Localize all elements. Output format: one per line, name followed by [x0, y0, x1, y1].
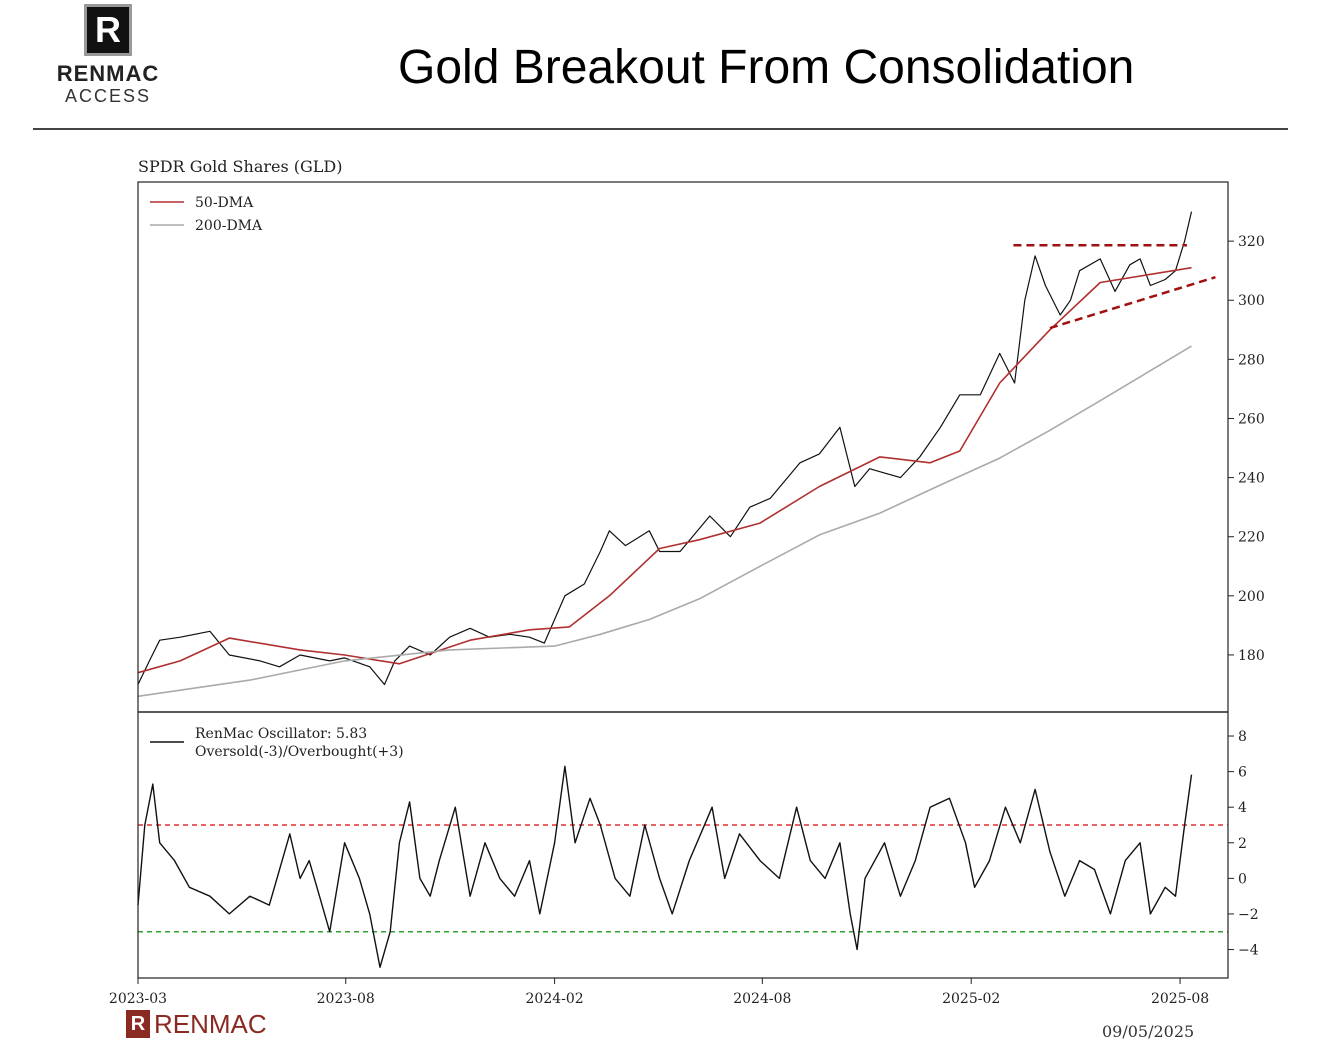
y-tick-label: 300 — [1238, 293, 1265, 309]
plot-frame — [137, 181, 1229, 979]
y-tick-label: 240 — [1238, 471, 1265, 487]
legend-oscillator: RenMac Oscillator: 5.83 — [195, 726, 367, 742]
footer-renmac-logo: R RENMAC — [126, 1010, 267, 1038]
y-tick-label: −2 — [1238, 907, 1259, 923]
legend-200dma: 200-DMA — [195, 218, 263, 234]
x-tick-label: 2025-02 — [942, 991, 1000, 1007]
x-tick-label: 2023-08 — [317, 991, 375, 1007]
legend-50dma: 50-DMA — [195, 195, 254, 211]
y-tick-label: 6 — [1238, 765, 1247, 781]
series-line-200-dma — [137, 345, 1192, 698]
x-tick-label: 2024-08 — [733, 991, 791, 1007]
y-tick-label: 4 — [1238, 800, 1247, 816]
logo-mark: R — [84, 4, 132, 56]
logo-line1: RENMAC — [56, 61, 160, 86]
legend-thresholds: Oversold(-3)/Overbought(+3) — [195, 744, 404, 760]
y-tick-label: −4 — [1238, 943, 1259, 959]
header-divider — [33, 128, 1288, 130]
footer-logo-text: RENMAC — [154, 1009, 267, 1039]
oscillator-panel: −4 −2 0 2 4 6 8 2023-03 2023-08 2024-02 2024-08 202… — [109, 729, 1259, 1007]
x-tick-label: 2025-08 — [1151, 991, 1209, 1007]
price-panel: 180 200 220 240 260 280 300 320 — [137, 211, 1265, 698]
footer-logo-mark: R — [126, 1010, 150, 1038]
page-title: Gold Breakout From Consolidation — [398, 41, 1135, 94]
x-tick-label: 2024-02 — [526, 991, 584, 1007]
y-tick-label: 320 — [1238, 234, 1265, 250]
y-tick-label: 180 — [1238, 648, 1265, 664]
y-tick-label: 280 — [1238, 352, 1265, 368]
series-line-50-dma — [137, 266, 1192, 674]
y-tick-label: 260 — [1238, 411, 1265, 427]
dashed-rising-support-trendline — [1049, 275, 1216, 330]
chart-title: SPDR Gold Shares (GLD) — [138, 157, 342, 176]
y-tick-label: 0 — [1238, 871, 1247, 887]
x-tick-label: 2023-03 — [109, 991, 167, 1007]
logo-line2: ACCESS — [64, 86, 152, 106]
series-line-renmac-oscillator — [137, 765, 1193, 968]
renmac-access-logo: R RENMAC ACCESS — [48, 4, 168, 106]
y-tick-label: 220 — [1238, 530, 1265, 546]
y-tick-label: 200 — [1238, 589, 1265, 605]
report-date: 09/05/2025 — [1102, 1022, 1195, 1041]
y-tick-label: 8 — [1238, 729, 1247, 745]
series-line-gld — [137, 211, 1193, 686]
y-tick-label: 2 — [1238, 836, 1247, 852]
